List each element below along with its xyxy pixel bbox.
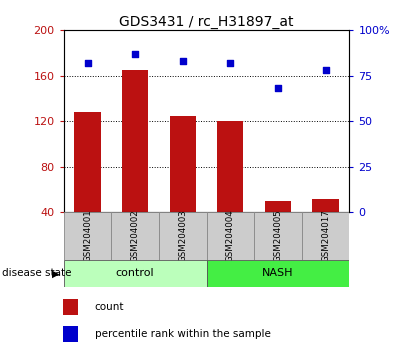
Point	[275, 86, 281, 91]
Point	[322, 67, 329, 73]
Text: disease state: disease state	[2, 268, 72, 278]
Bar	[64, 212, 111, 260]
Bar	[254, 212, 302, 260]
Text: GSM204004: GSM204004	[226, 209, 235, 262]
Bar	[64, 260, 206, 287]
Bar	[217, 121, 243, 212]
Bar	[206, 212, 254, 260]
Bar	[302, 212, 349, 260]
Bar	[265, 201, 291, 212]
Bar	[159, 212, 206, 260]
Text: ▶: ▶	[52, 268, 59, 278]
Text: GSM204002: GSM204002	[131, 209, 140, 262]
Point	[84, 60, 91, 66]
Text: percentile rank within the sample: percentile rank within the sample	[95, 329, 270, 339]
Title: GDS3431 / rc_H31897_at: GDS3431 / rc_H31897_at	[119, 15, 294, 29]
Bar	[206, 260, 349, 287]
Text: control: control	[116, 268, 155, 279]
Text: GSM204001: GSM204001	[83, 209, 92, 262]
Bar	[63, 326, 78, 342]
Text: GSM204017: GSM204017	[321, 209, 330, 262]
Point	[227, 60, 233, 66]
Text: count: count	[95, 302, 124, 313]
Text: GSM204005: GSM204005	[273, 209, 282, 262]
Text: NASH: NASH	[262, 268, 294, 279]
Text: GSM204003: GSM204003	[178, 209, 187, 262]
Bar	[170, 115, 196, 212]
Point	[132, 51, 139, 57]
Bar	[74, 112, 101, 212]
Bar	[312, 199, 339, 212]
Bar	[63, 299, 78, 315]
Bar	[122, 70, 148, 212]
Point	[180, 58, 186, 64]
Bar	[111, 212, 159, 260]
